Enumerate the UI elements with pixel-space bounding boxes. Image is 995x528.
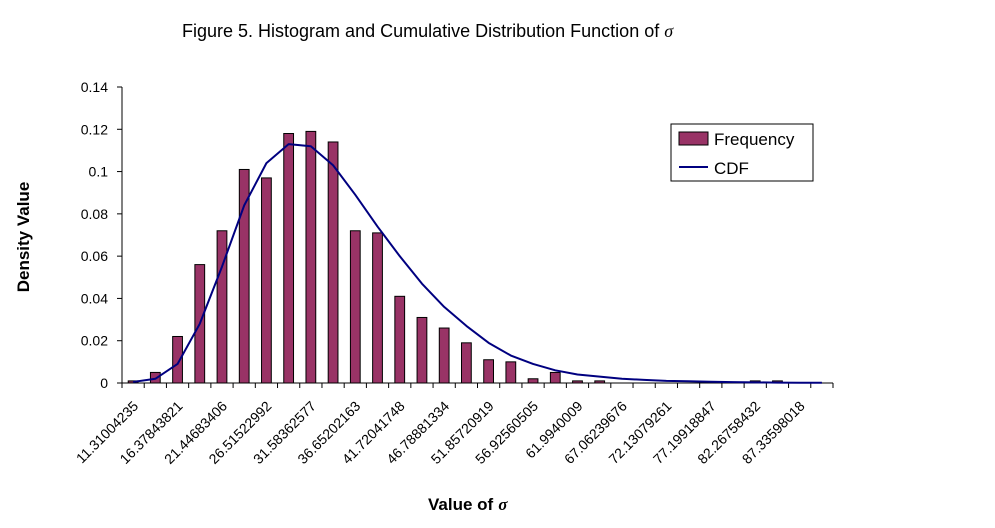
chart-title-sigma: σ	[664, 21, 674, 41]
y-tick-label: 0.08	[81, 206, 108, 222]
histogram-bar	[505, 361, 517, 384]
histogram-bar	[527, 378, 539, 384]
histogram-bar	[172, 335, 183, 384]
histogram-bar	[238, 168, 250, 384]
y-tick-label: 0.14	[81, 79, 108, 95]
histogram-bar	[327, 141, 339, 384]
chart-title-text: Figure 5. Histogram and Cumulative Distr…	[182, 21, 660, 41]
legend-label-cdf: CDF	[714, 159, 749, 178]
y-tick-label: 0.12	[81, 121, 108, 137]
histogram-bar	[416, 316, 428, 384]
histogram-bar	[594, 380, 606, 384]
histogram-bar	[572, 380, 583, 384]
y-tick-label: 0	[100, 375, 108, 391]
histogram-bar	[372, 232, 383, 384]
y-tick-label: 0.02	[81, 333, 108, 349]
legend: Frequency CDF	[670, 123, 814, 182]
x-axis-label-text: Value of	[428, 495, 494, 514]
y-tick-label: 0.1	[89, 164, 109, 180]
histogram-bar	[549, 371, 561, 384]
histogram-bar	[283, 133, 295, 384]
histogram-bar	[438, 327, 450, 384]
legend-label-frequency: Frequency	[714, 130, 795, 149]
histogram-bar	[216, 230, 228, 384]
histogram-bar	[483, 359, 494, 384]
chart-title: Figure 5. Histogram and Cumulative Distr…	[182, 21, 674, 41]
y-tick-label: 0.06	[81, 248, 108, 264]
histogram-bar	[305, 130, 317, 384]
cdf-line	[132, 143, 822, 384]
histogram-bar	[394, 295, 406, 384]
y-tick-label: 0.04	[81, 290, 108, 306]
histogram-bar	[261, 177, 272, 384]
histogram-bar	[461, 342, 472, 384]
y-axis-label: Density Value	[14, 182, 33, 293]
legend-swatch-frequency	[678, 131, 709, 146]
x-axis-label-sigma: σ	[498, 495, 508, 514]
histogram-bar	[349, 230, 361, 384]
x-axis-label: Value of σ	[428, 495, 508, 514]
